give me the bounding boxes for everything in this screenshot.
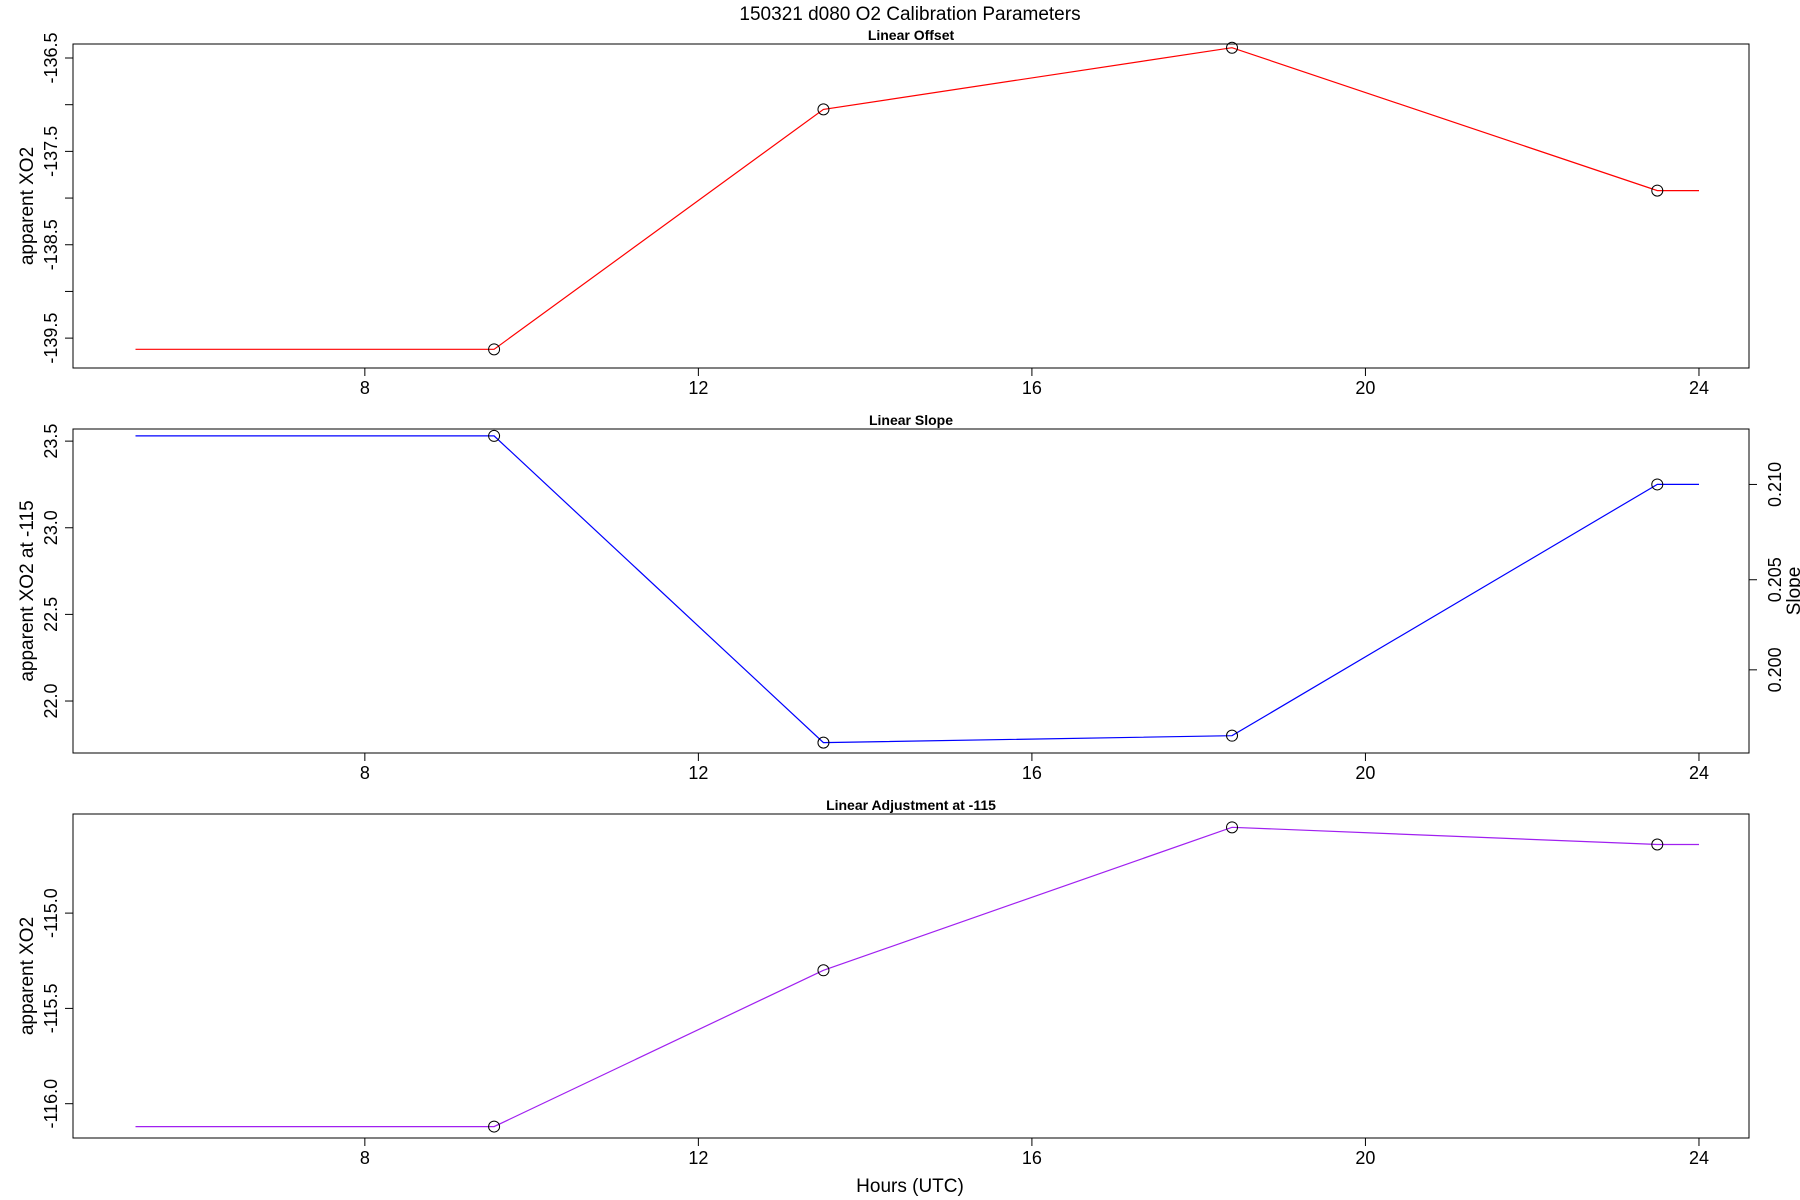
- data-point: [1651, 838, 1664, 851]
- panel-3: Linear Adjustment at -115 8 12 16 20 24 -116.0…: [17, 797, 1750, 1168]
- x-axis-label: Hours (UTC): [856, 1176, 964, 1197]
- x-tick-label: 20: [1355, 378, 1375, 398]
- x-tick-label: 8: [360, 1148, 370, 1168]
- data-point: [1226, 729, 1239, 742]
- panel-title: Linear Adjustment at -115: [826, 797, 996, 813]
- panel-2: Linear Slope 8 12 16 20 24 22.0 22.5 23.0 23.5 app…: [17, 412, 1800, 783]
- x-tick-label: 24: [1689, 763, 1709, 783]
- data-point: [1226, 821, 1239, 834]
- data-point: [488, 429, 501, 442]
- x-tick-label: 8: [360, 378, 370, 398]
- data-point: [1226, 41, 1239, 54]
- y-axis-label: apparent XO2: [17, 147, 38, 265]
- y2-axis-label: Slope: [1784, 567, 1800, 616]
- x-tick-label: 12: [688, 763, 708, 783]
- y-tick-label: -137.5: [41, 126, 61, 177]
- y-tick-label: 23.0: [41, 510, 61, 545]
- data-point: [1651, 184, 1664, 197]
- x-tick-label: 20: [1355, 763, 1375, 783]
- x-tick-label: 16: [1022, 1148, 1042, 1168]
- panel-1: Linear Offset 8 12 16 20 24 -139.5 -138.5 -137.5…: [17, 27, 1750, 398]
- y-tick-label: 22.0: [41, 683, 61, 718]
- data-point: [817, 964, 830, 977]
- y-tick-label: 22.5: [41, 597, 61, 632]
- plot-frame: [72, 813, 1750, 1139]
- y-tick-label: -115.5: [41, 984, 61, 1034]
- y2-tick-label: 0.200: [1765, 647, 1785, 692]
- y-tick-label: -115.0: [41, 888, 61, 938]
- y-tick-label: 23.5: [41, 424, 61, 459]
- y-tick-label: -136.5: [41, 32, 61, 83]
- data-point: [817, 103, 830, 116]
- x-tick-label: 12: [688, 378, 708, 398]
- x-tick-label: 16: [1022, 763, 1042, 783]
- data-point: [488, 1120, 501, 1133]
- series-line: [135, 435, 1699, 744]
- y-axis-label: apparent XO2: [17, 917, 38, 1035]
- y2-tick-label: 0.205: [1765, 557, 1785, 602]
- data-point: [817, 736, 830, 749]
- x-tick-label: 16: [1022, 378, 1042, 398]
- x-tick-label: 24: [1689, 1148, 1709, 1168]
- x-tick-label: 12: [688, 1148, 708, 1168]
- x-tick-label: 24: [1689, 378, 1709, 398]
- figure-title: 150321 d080 O2 Calibration Parameters: [739, 4, 1080, 25]
- y-tick-label: -116.0: [41, 1079, 61, 1129]
- plot-frame: [72, 428, 1750, 754]
- plot-frame: [72, 43, 1750, 369]
- series-line: [135, 826, 1699, 1128]
- y-tick-label: -138.5: [41, 219, 61, 270]
- data-point: [488, 343, 501, 356]
- panels: Linear Offset 8 12 16 20 24 -139.5 -138.5 -137.5…: [17, 27, 1800, 1168]
- y2-tick-label: 0.210: [1765, 462, 1785, 507]
- y-tick-label: -139.5: [41, 313, 61, 364]
- y-axis-label: apparent XO2 at -115: [17, 500, 38, 681]
- panel-title: Linear Offset: [868, 27, 955, 43]
- x-tick-label: 20: [1355, 1148, 1375, 1168]
- data-point: [1651, 478, 1664, 491]
- x-tick-label: 8: [360, 763, 370, 783]
- panel-title: Linear Slope: [869, 412, 953, 428]
- series-line: [135, 47, 1699, 350]
